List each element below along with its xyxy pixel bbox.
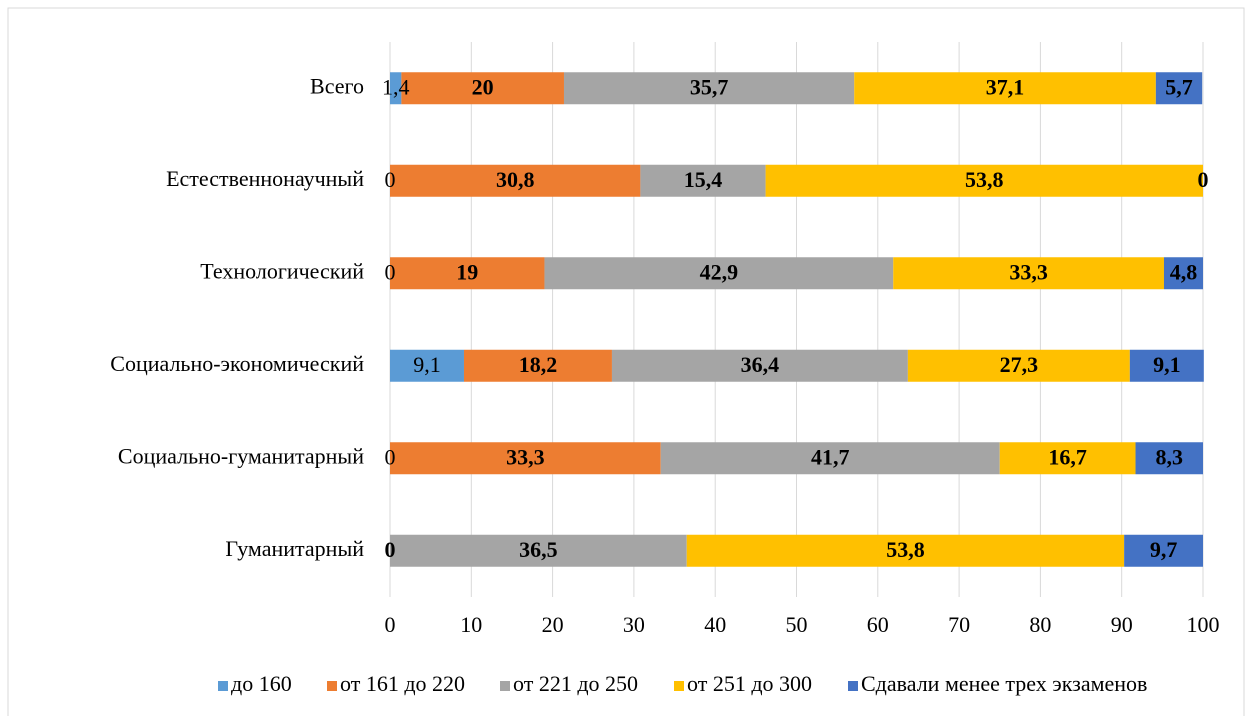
bar-segment [640, 164, 766, 197]
data-label: 33,3 [1009, 259, 1048, 284]
bar-segment [390, 164, 641, 197]
legend-swatch [500, 681, 510, 691]
data-label: 37,1 [986, 74, 1025, 99]
bar-segment [686, 534, 1125, 567]
bar-segment [1129, 349, 1204, 382]
data-label: 27,3 [1000, 352, 1039, 377]
legend-swatch [848, 681, 858, 691]
data-label: 36,4 [741, 352, 780, 377]
bar-segment [765, 164, 1203, 197]
data-label: 0 [385, 259, 396, 284]
data-label: 1,4 [382, 74, 410, 99]
x-tick-label: 100 [1187, 612, 1220, 637]
data-label: 5,7 [1165, 74, 1193, 99]
data-label: 8,3 [1156, 444, 1184, 469]
bar-segment [390, 349, 464, 382]
data-label: 9,1 [1153, 352, 1181, 377]
x-tick-label: 70 [948, 612, 970, 637]
data-label: 33,3 [506, 444, 545, 469]
y-tick-label: Естественнонаучный [166, 166, 364, 191]
legend-label: до 160 [231, 671, 292, 696]
y-tick-label: Социально-экономический [110, 351, 364, 376]
bar-segment [390, 257, 545, 290]
y-tick-label: Технологический [200, 258, 364, 283]
legend-label: от 221 до 250 [513, 671, 638, 696]
x-tick-label: 90 [1111, 612, 1133, 637]
data-label: 19 [456, 259, 478, 284]
bar-segment [390, 72, 402, 105]
legend-label: Сдавали менее трех экзаменов [861, 671, 1147, 696]
x-tick-label: 60 [867, 612, 889, 637]
data-label: 15,4 [684, 167, 723, 192]
x-tick-label: 80 [1029, 612, 1051, 637]
chart-border [7, 7, 1245, 721]
data-label: 4,8 [1170, 259, 1198, 284]
data-label: 53,8 [965, 167, 1004, 192]
x-tick-label: 50 [786, 612, 808, 637]
bar-segment [1135, 442, 1203, 475]
data-label: 0 [385, 167, 396, 192]
bar-segment [1155, 72, 1203, 105]
data-label: 0 [385, 537, 396, 562]
data-label: 16,7 [1048, 444, 1087, 469]
x-tick-label: 20 [542, 612, 564, 637]
bar-segment [611, 349, 908, 382]
y-tick-label: Социально-гуманитарный [118, 443, 364, 468]
y-tick-label: Всего [310, 73, 364, 98]
data-label: 53,8 [886, 537, 925, 562]
data-label: 36,5 [519, 537, 558, 562]
data-label: 9,7 [1150, 537, 1178, 562]
bar-segment [893, 257, 1164, 290]
data-label: 0 [1198, 167, 1209, 192]
bar-segment [544, 257, 894, 290]
data-label: 0 [385, 444, 396, 469]
bar-segment [854, 72, 1156, 105]
bar-segment [1124, 534, 1203, 567]
bar-segment [999, 442, 1136, 475]
x-tick-label: 40 [704, 612, 726, 637]
bar-segment [563, 72, 855, 105]
legend-swatch [327, 681, 337, 691]
bar-segment [463, 349, 612, 382]
data-label: 35,7 [690, 74, 729, 99]
data-label: 41,7 [811, 444, 850, 469]
bar-segment [390, 534, 687, 567]
data-label: 18,2 [519, 352, 558, 377]
bar-segment [1163, 257, 1203, 290]
bar-segment [401, 72, 564, 105]
legend-label: от 251 до 300 [687, 671, 812, 696]
data-label: 20 [472, 74, 494, 99]
x-tick-label: 30 [623, 612, 645, 637]
x-tick-label: 0 [385, 612, 396, 637]
legend-label: от 161 до 220 [340, 671, 465, 696]
x-tick-label: 10 [460, 612, 482, 637]
bar-segment [390, 442, 661, 475]
bar-segment [907, 349, 1130, 382]
y-tick-label: Гуманитарный [225, 536, 364, 561]
data-label: 30,8 [496, 167, 535, 192]
legend-swatch [674, 681, 684, 691]
data-label: 9,1 [413, 352, 441, 377]
legend-swatch [218, 681, 228, 691]
bar-segment [660, 442, 1000, 475]
data-label: 42,9 [700, 259, 739, 284]
